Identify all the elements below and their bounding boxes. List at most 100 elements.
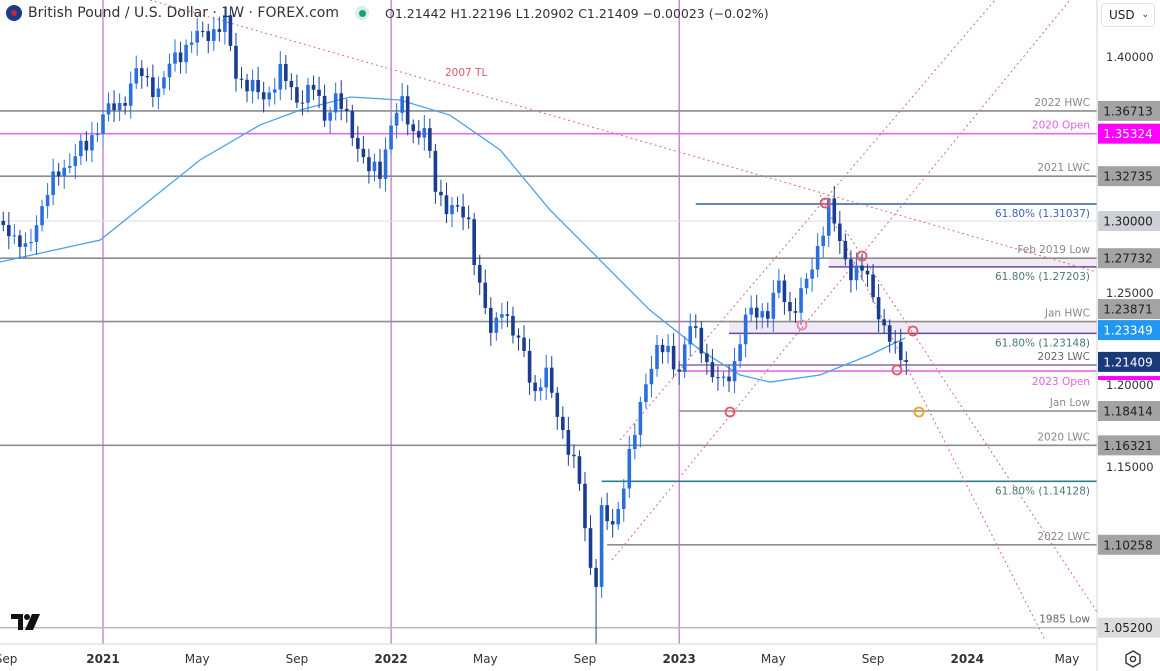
candle-body xyxy=(289,80,294,88)
candle xyxy=(876,284,881,333)
candle xyxy=(444,182,449,223)
candle-body xyxy=(549,367,554,393)
candle xyxy=(322,84,327,127)
candle xyxy=(356,126,360,162)
price-axis-label-text: 1.23349 xyxy=(1103,324,1153,338)
candle-body xyxy=(344,108,349,112)
candle-body xyxy=(693,326,698,328)
candle-body xyxy=(200,30,205,32)
price-tick-label: 1.25000 xyxy=(1106,286,1154,300)
candle xyxy=(383,137,388,192)
candle xyxy=(56,162,61,186)
settings-gear-icon[interactable] xyxy=(1124,650,1142,668)
candle xyxy=(477,254,482,296)
candle-body xyxy=(62,167,67,177)
candle xyxy=(494,312,499,341)
candle xyxy=(605,492,609,530)
candle-body xyxy=(256,79,260,93)
candle-body xyxy=(461,206,465,218)
candle xyxy=(677,361,681,385)
candle-body xyxy=(389,125,393,150)
candle xyxy=(311,75,316,100)
candle xyxy=(344,98,349,123)
candle xyxy=(7,212,11,250)
support-resistance-zone xyxy=(828,258,1097,267)
price-axis-label-bg xyxy=(1098,320,1160,341)
candle-body xyxy=(361,148,366,158)
level-label: 2023 Open xyxy=(1032,376,1090,388)
price-axis-label-bg xyxy=(1098,166,1160,187)
candle-body xyxy=(56,171,61,177)
candle xyxy=(450,197,454,228)
candle xyxy=(682,336,687,378)
level-label: Jan HWC xyxy=(1044,308,1090,320)
price-axis-label-text: 1.32735 xyxy=(1103,170,1153,184)
candle xyxy=(821,226,825,258)
candle xyxy=(616,501,621,530)
candle xyxy=(261,81,266,113)
candle-body xyxy=(29,241,33,244)
candle-body xyxy=(616,509,621,525)
candle-body xyxy=(754,307,759,318)
candle-body xyxy=(394,112,399,126)
time-tick-label: May xyxy=(761,652,786,666)
price-axis-label-text: 1.16321 xyxy=(1103,439,1153,453)
candle xyxy=(411,119,416,144)
level-label: 2020 LWC xyxy=(1037,431,1090,443)
candle-body xyxy=(511,315,515,336)
candle-body xyxy=(882,319,886,326)
time-tick-label: Sep xyxy=(0,652,17,666)
candle xyxy=(461,193,465,231)
candle-body xyxy=(322,95,327,121)
level-label: 61.80% (1.14128) xyxy=(995,485,1090,497)
price-axis-label: 1.23871 xyxy=(1098,299,1160,320)
candle xyxy=(151,64,155,108)
candle xyxy=(788,291,792,321)
candle-body xyxy=(843,240,848,260)
candle-body xyxy=(788,302,792,312)
candle-body xyxy=(633,434,637,449)
pivot-marker-icon xyxy=(907,325,919,337)
candle xyxy=(156,76,161,110)
currency-select[interactable]: USD ⌄ xyxy=(1101,3,1155,27)
candle xyxy=(433,144,438,204)
symbol-title[interactable]: British Pound / U.S. Dollar · 1W · FOREX… xyxy=(28,5,339,21)
candle xyxy=(162,71,166,95)
candle xyxy=(173,39,177,72)
candle-body xyxy=(583,483,587,529)
candle-body xyxy=(489,307,493,333)
candle xyxy=(849,250,853,293)
candle-body xyxy=(743,314,748,345)
price-axis-label: 1.36713 xyxy=(1098,100,1160,121)
candle xyxy=(195,17,199,56)
candle-body xyxy=(671,345,676,370)
candle xyxy=(34,215,39,256)
candle xyxy=(278,51,283,101)
candle xyxy=(428,118,432,158)
pivot-marker-icon xyxy=(913,406,925,418)
candle xyxy=(134,55,139,89)
candle-body xyxy=(627,448,632,489)
candle-body xyxy=(893,341,898,343)
candle-body xyxy=(904,360,909,362)
price-axis-label: 1.32735 xyxy=(1098,166,1160,187)
candle-body xyxy=(439,191,443,196)
candle-body xyxy=(766,311,770,319)
candle-body xyxy=(245,79,249,92)
price-axis-label-bg xyxy=(1098,299,1160,320)
candle-body xyxy=(317,89,321,96)
candle-body xyxy=(466,217,471,220)
price-axis-label-bg xyxy=(1098,211,1160,231)
candle-body xyxy=(810,269,814,279)
candle xyxy=(73,144,78,179)
candle-body xyxy=(295,87,299,103)
candle-body xyxy=(577,456,582,484)
candle xyxy=(766,302,770,328)
candle xyxy=(638,396,643,448)
candle xyxy=(865,264,870,288)
candle xyxy=(217,16,222,42)
candle xyxy=(339,80,344,121)
candle xyxy=(101,109,105,147)
candle xyxy=(394,103,399,139)
